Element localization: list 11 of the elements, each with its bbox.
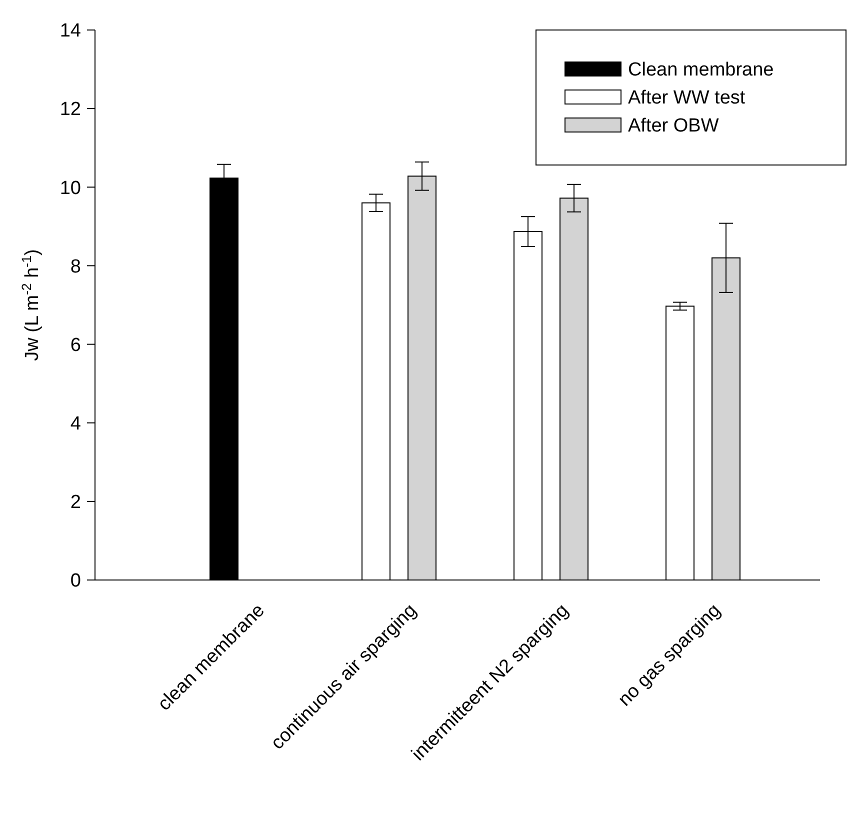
y-tick-label: 14 xyxy=(60,20,82,42)
legend-label: After OBW xyxy=(628,116,719,137)
legend-label: Clean membrane xyxy=(628,60,774,81)
y-tick-label: 10 xyxy=(60,178,81,199)
y-tick-label: 0 xyxy=(70,570,81,592)
y-tick-label: 6 xyxy=(70,334,81,356)
y-tick-label: 12 xyxy=(60,99,81,120)
y-tick-label: 8 xyxy=(70,256,81,278)
legend-label: After WW test xyxy=(628,88,746,109)
y-tick-label: 4 xyxy=(70,414,82,435)
y-tick-label: 2 xyxy=(70,492,81,514)
